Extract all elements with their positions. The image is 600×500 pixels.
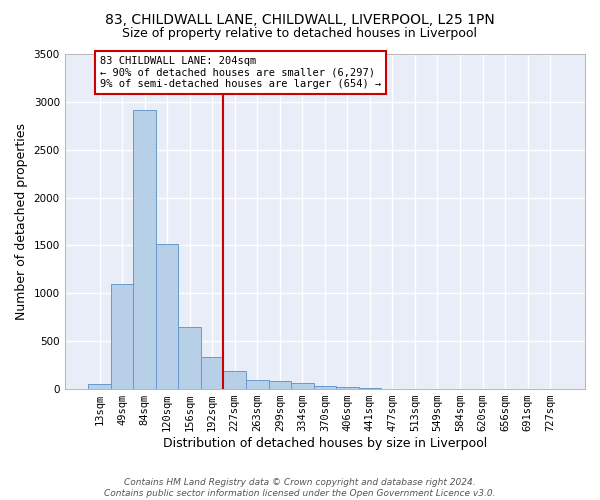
Text: Contains HM Land Registry data © Crown copyright and database right 2024.
Contai: Contains HM Land Registry data © Crown c…: [104, 478, 496, 498]
Bar: [223, 371, 246, 389]
Bar: [246, 380, 269, 389]
Bar: [156, 244, 178, 389]
Bar: [88, 384, 111, 389]
Bar: [201, 356, 223, 389]
Bar: [111, 284, 133, 389]
Bar: [178, 327, 201, 389]
Text: Size of property relative to detached houses in Liverpool: Size of property relative to detached ho…: [122, 28, 478, 40]
Bar: [336, 387, 359, 389]
Bar: [359, 388, 381, 389]
Y-axis label: Number of detached properties: Number of detached properties: [15, 123, 28, 320]
Bar: [314, 386, 336, 389]
Bar: [133, 110, 156, 389]
X-axis label: Distribution of detached houses by size in Liverpool: Distribution of detached houses by size …: [163, 437, 487, 450]
Bar: [291, 384, 314, 389]
Text: 83 CHILDWALL LANE: 204sqm
← 90% of detached houses are smaller (6,297)
9% of sem: 83 CHILDWALL LANE: 204sqm ← 90% of detac…: [100, 56, 381, 89]
Text: 83, CHILDWALL LANE, CHILDWALL, LIVERPOOL, L25 1PN: 83, CHILDWALL LANE, CHILDWALL, LIVERPOOL…: [105, 12, 495, 26]
Bar: [269, 381, 291, 389]
